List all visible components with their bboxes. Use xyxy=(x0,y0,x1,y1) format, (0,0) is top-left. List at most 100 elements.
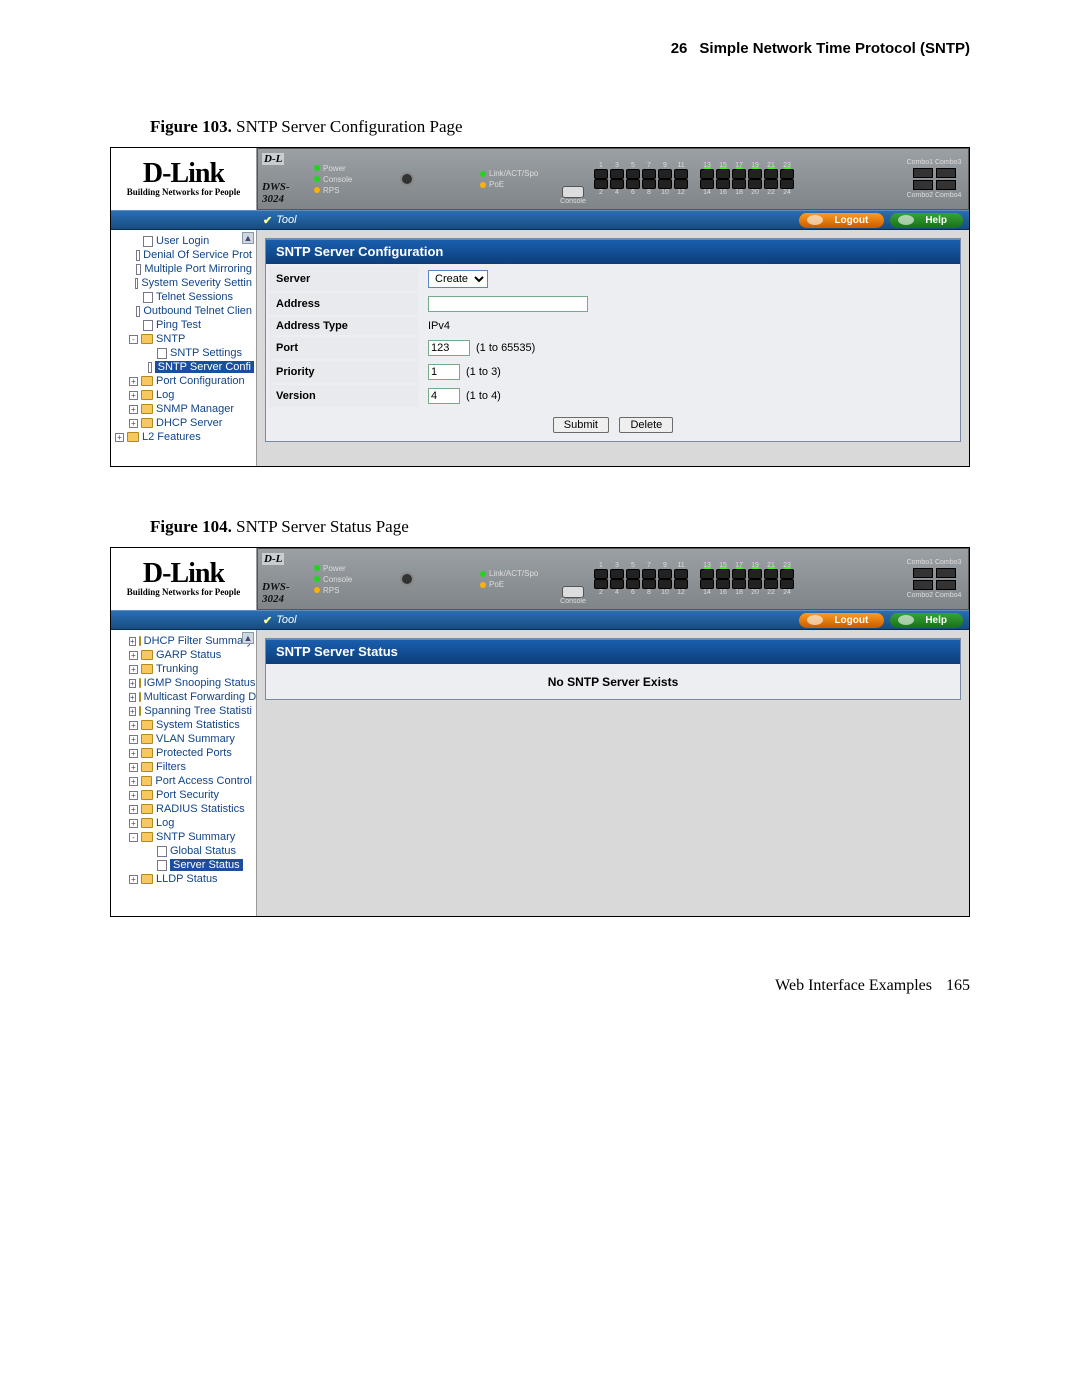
running-header: 26 Simple Network Time Protocol (SNTP) xyxy=(110,40,970,57)
tree-item[interactable]: +Trunking xyxy=(111,662,256,676)
version-input[interactable] xyxy=(428,388,460,404)
folder-icon xyxy=(141,334,153,344)
tree-item[interactable]: +Log xyxy=(111,816,256,830)
tree-item[interactable]: +Spanning Tree Statisti xyxy=(111,704,256,718)
address-type-value: IPv4 xyxy=(420,317,958,335)
folder-icon xyxy=(141,790,153,800)
folder-icon xyxy=(141,804,153,814)
chapter-number: 26 xyxy=(671,40,688,57)
figure-103: D-Link Building Networks for People D-L … xyxy=(110,147,970,467)
status-message: No SNTP Server Exists xyxy=(266,665,960,699)
tree-item[interactable]: SNTP Server Confi xyxy=(111,360,256,374)
address-input[interactable] xyxy=(428,296,588,312)
top-band: D-Link Building Networks for People D-L … xyxy=(111,548,969,610)
tree-item[interactable]: Ping Test xyxy=(111,318,256,332)
tree-item[interactable]: +Port Configuration xyxy=(111,374,256,388)
tree-item[interactable]: User Login xyxy=(111,234,256,248)
page-icon xyxy=(148,362,152,373)
sntp-config-panel: SNTP Server Configuration Server Create … xyxy=(265,238,961,442)
dlink-logo: D-Link Building Networks for People xyxy=(111,148,257,210)
page-icon xyxy=(157,348,167,359)
folder-icon xyxy=(141,748,153,758)
folder-icon xyxy=(141,776,153,786)
tree-item[interactable]: +LLDP Status xyxy=(111,872,256,886)
tree-item[interactable]: Telnet Sessions xyxy=(111,290,256,304)
nav-tree[interactable]: ▲ User LoginDenial Of Service ProtMultip… xyxy=(111,230,257,466)
delete-button[interactable]: Delete xyxy=(619,417,673,433)
help-button[interactable]: Help xyxy=(890,213,963,228)
logo-brand: D-Link xyxy=(143,561,224,586)
logo-tagline: Building Networks for People xyxy=(127,587,241,597)
switch-panel: D-L DWS-3024 PowerConsoleRPS Link/ACT/Sp… xyxy=(257,148,969,210)
figure-103-title: SNTP Server Configuration Page xyxy=(232,117,463,136)
priority-hint: (1 to 3) xyxy=(460,366,501,378)
nav-links: Logout Help xyxy=(799,213,969,228)
address-type-label: Address Type xyxy=(268,317,418,335)
figure-103-label: Figure 103. xyxy=(150,117,232,136)
figure-103-caption: Figure 103. SNTP Server Configuration Pa… xyxy=(150,117,970,137)
tree-item[interactable]: +Protected Ports xyxy=(111,746,256,760)
figure-104-title: SNTP Server Status Page xyxy=(232,517,409,536)
tree-item[interactable]: +IGMP Snooping Status xyxy=(111,676,256,690)
version-label: Version xyxy=(268,385,418,407)
tree-item[interactable]: +Filters xyxy=(111,760,256,774)
page-icon xyxy=(157,846,167,857)
help-button[interactable]: Help xyxy=(890,613,963,628)
priority-input[interactable] xyxy=(428,364,460,380)
tree-item[interactable]: +Multicast Forwarding D xyxy=(111,690,256,704)
logout-button[interactable]: Logout xyxy=(799,213,884,228)
tree-item[interactable]: +GARP Status xyxy=(111,648,256,662)
tree-item[interactable]: +RADIUS Statistics xyxy=(111,802,256,816)
sntp-status-panel: SNTP Server Status No SNTP Server Exists xyxy=(265,638,961,700)
tree-item[interactable]: Server Status xyxy=(111,858,256,872)
folder-icon xyxy=(141,376,153,386)
folder-icon xyxy=(141,874,153,884)
nav-bar: ✔Tool Logout Help xyxy=(111,610,969,630)
logo-brand: D-Link xyxy=(143,161,224,186)
page-icon xyxy=(143,292,153,303)
tree-item[interactable]: +Port Security xyxy=(111,788,256,802)
content-pane: SNTP Server Configuration Server Create … xyxy=(257,230,969,466)
tree-item[interactable]: Global Status xyxy=(111,844,256,858)
folder-icon xyxy=(141,734,153,744)
footer-page-number: 165 xyxy=(946,977,970,995)
tree-item[interactable]: SNTP Settings xyxy=(111,346,256,360)
tree-item[interactable]: +Port Access Control xyxy=(111,774,256,788)
tree-item[interactable]: +DHCP Filter Summary xyxy=(111,634,256,648)
scroll-up-icon[interactable]: ▲ xyxy=(242,232,254,244)
nav-tree[interactable]: ▲ +DHCP Filter Summary+GARP Status+Trunk… xyxy=(111,630,257,916)
server-select[interactable]: Create xyxy=(428,270,488,288)
submit-button[interactable]: Submit xyxy=(553,417,609,433)
panel-title: SNTP Server Configuration xyxy=(266,239,960,265)
tree-item[interactable]: -SNTP Summary xyxy=(111,830,256,844)
tree-item[interactable]: +Log xyxy=(111,388,256,402)
figure-104-label: Figure 104. xyxy=(150,517,232,536)
tool-menu[interactable]: ✔Tool xyxy=(257,214,303,227)
folder-icon xyxy=(141,404,153,414)
page-icon xyxy=(136,250,141,261)
logout-button[interactable]: Logout xyxy=(799,613,884,628)
chapter-title: Simple Network Time Protocol (SNTP) xyxy=(699,40,970,57)
tree-item[interactable]: +SNMP Manager xyxy=(111,402,256,416)
tree-item[interactable]: +System Statistics xyxy=(111,718,256,732)
tree-item[interactable]: Denial Of Service Prot xyxy=(111,248,256,262)
folder-icon xyxy=(139,678,141,688)
figure-104-caption: Figure 104. SNTP Server Status Page xyxy=(150,517,970,537)
tool-menu[interactable]: ✔Tool xyxy=(257,614,303,627)
tree-item[interactable]: Outbound Telnet Clien xyxy=(111,304,256,318)
tree-item[interactable]: +DHCP Server xyxy=(111,416,256,430)
folder-icon xyxy=(141,818,153,828)
folder-icon xyxy=(139,692,141,702)
page-icon xyxy=(136,306,141,317)
tree-item[interactable]: +VLAN Summary xyxy=(111,732,256,746)
panel-title: SNTP Server Status xyxy=(266,639,960,665)
tree-item[interactable]: -SNTP xyxy=(111,332,256,346)
folder-icon xyxy=(141,390,153,400)
tree-item[interactable]: System Severity Settin xyxy=(111,276,256,290)
port-hint: (1 to 65535) xyxy=(470,342,535,354)
tree-item[interactable]: Multiple Port Mirroring xyxy=(111,262,256,276)
folder-icon xyxy=(141,720,153,730)
tree-item[interactable]: +L2 Features xyxy=(111,430,256,444)
port-input[interactable] xyxy=(428,340,470,356)
scroll-up-icon[interactable]: ▲ xyxy=(242,632,254,644)
